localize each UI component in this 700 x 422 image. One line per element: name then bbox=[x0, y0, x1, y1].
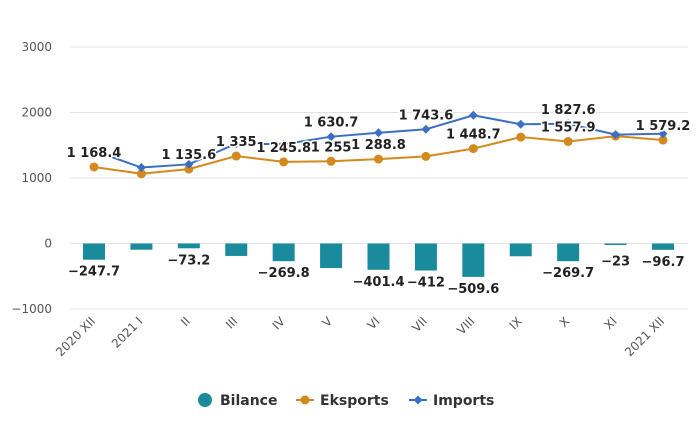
legend[interactable]: Bilance Eksports Imports bbox=[198, 393, 494, 409]
y-tick-label: 0 bbox=[44, 237, 52, 251]
bar bbox=[367, 243, 390, 270]
data-label: 1 743.6 bbox=[399, 108, 454, 123]
data-label: 1 335 bbox=[216, 135, 257, 150]
data-label: −247.7 bbox=[68, 265, 120, 280]
imports-point bbox=[326, 132, 336, 142]
x-tick-label: XI bbox=[601, 314, 619, 332]
eksports-point bbox=[421, 151, 431, 161]
data-label: 1 557.9 bbox=[541, 120, 596, 135]
eksports-point bbox=[563, 136, 573, 146]
imports-point bbox=[421, 124, 431, 134]
data-label: 1 827.6 bbox=[541, 103, 596, 118]
x-tick-label: 2020 XII bbox=[53, 314, 98, 359]
data-label: 1 630.7 bbox=[304, 116, 359, 131]
data-label: −73.2 bbox=[167, 253, 210, 268]
legend-item[interactable]: Imports bbox=[409, 393, 494, 409]
legend-label: Eksports bbox=[320, 393, 389, 409]
legend-item[interactable]: Bilance bbox=[198, 393, 277, 409]
data-label: −412 bbox=[407, 275, 445, 290]
data-label: 1 168.4 bbox=[67, 146, 122, 161]
x-tick-label: VIII bbox=[454, 314, 477, 337]
eksports-point bbox=[374, 154, 383, 164]
bar bbox=[130, 243, 153, 250]
eksports-point bbox=[516, 132, 526, 142]
x-tick-label: II bbox=[178, 314, 193, 329]
eksports-point bbox=[136, 169, 146, 179]
data-label: 1 255 bbox=[311, 140, 352, 155]
bar bbox=[272, 243, 295, 262]
bar bbox=[320, 243, 343, 269]
data-labels: −247.7−73.2−269.8−401.4 −412 −509.6−269.7−… bbox=[65, 101, 692, 298]
bar bbox=[225, 243, 248, 256]
data-label: 1 448.7 bbox=[446, 128, 501, 143]
eksports-point bbox=[658, 135, 668, 145]
imports-point bbox=[611, 130, 621, 140]
x-tick-label: IV bbox=[270, 314, 289, 333]
data-label: −269.8 bbox=[258, 266, 310, 281]
bar bbox=[652, 243, 674, 250]
legend-swatch bbox=[198, 393, 212, 407]
bar bbox=[83, 243, 105, 260]
x-tick-label: V bbox=[319, 314, 335, 330]
imports-point bbox=[231, 139, 241, 149]
data-label: −401.4 bbox=[352, 275, 404, 290]
eksports-point bbox=[89, 162, 99, 172]
bar bbox=[557, 243, 580, 262]
imports-point bbox=[374, 128, 383, 138]
imports-point bbox=[563, 119, 573, 129]
imports-point bbox=[279, 139, 289, 149]
legend-label: Bilance bbox=[220, 393, 277, 409]
y-tick-label: 3000 bbox=[21, 40, 52, 54]
x-tick-label: VII bbox=[409, 314, 430, 335]
data-label: −96.7 bbox=[642, 255, 685, 270]
y-tick-label: −1000 bbox=[11, 302, 52, 316]
data-label: 1 579.2 bbox=[636, 119, 691, 134]
x-tick-label: IX bbox=[507, 314, 525, 332]
bar bbox=[414, 243, 437, 271]
imports-point bbox=[658, 129, 668, 139]
x-axis: 2020 XII 2021 I II III IV V VI VII VIII IX X XI 2021… bbox=[53, 314, 667, 360]
imports-point bbox=[184, 159, 194, 169]
eksports-point bbox=[468, 144, 478, 154]
eksports-point bbox=[279, 157, 289, 167]
y-tick-label: 1000 bbox=[21, 171, 52, 185]
bar bbox=[604, 243, 627, 246]
y-tick-label: 2000 bbox=[21, 106, 52, 120]
x-tick-label: 2021 I bbox=[109, 314, 146, 351]
imports-point bbox=[136, 163, 146, 173]
data-label: 1 245.8 bbox=[256, 141, 311, 156]
data-label: −269.7 bbox=[542, 266, 594, 281]
x-tick-label: 2021 XII bbox=[622, 314, 667, 359]
y-axis: 3000 2000 1000 0 −1000 bbox=[11, 40, 52, 316]
eksports-point bbox=[184, 164, 194, 174]
bar bbox=[177, 243, 200, 249]
imports-point bbox=[516, 119, 526, 129]
bar bbox=[462, 243, 485, 277]
bar bbox=[509, 243, 532, 257]
eksports-point bbox=[326, 156, 336, 166]
x-tick-label: VI bbox=[364, 314, 382, 332]
legend-marker bbox=[300, 395, 310, 405]
eksports-point bbox=[231, 151, 241, 161]
imports-point bbox=[468, 110, 478, 120]
imports-point bbox=[89, 146, 99, 156]
data-label: −23 bbox=[601, 255, 630, 270]
x-tick-label: III bbox=[223, 314, 240, 331]
gridlines bbox=[70, 46, 688, 310]
legend-item[interactable]: Eksports bbox=[296, 393, 389, 409]
data-label: −509.6 bbox=[447, 282, 499, 297]
legend-marker bbox=[413, 395, 423, 405]
data-label: 1 135.6 bbox=[161, 148, 216, 163]
legend-label: Imports bbox=[433, 393, 494, 409]
data-label: 1 288.8 bbox=[351, 138, 406, 153]
bilance-bars bbox=[83, 243, 674, 277]
series-lines bbox=[89, 110, 668, 179]
x-tick-label: X bbox=[557, 314, 573, 330]
